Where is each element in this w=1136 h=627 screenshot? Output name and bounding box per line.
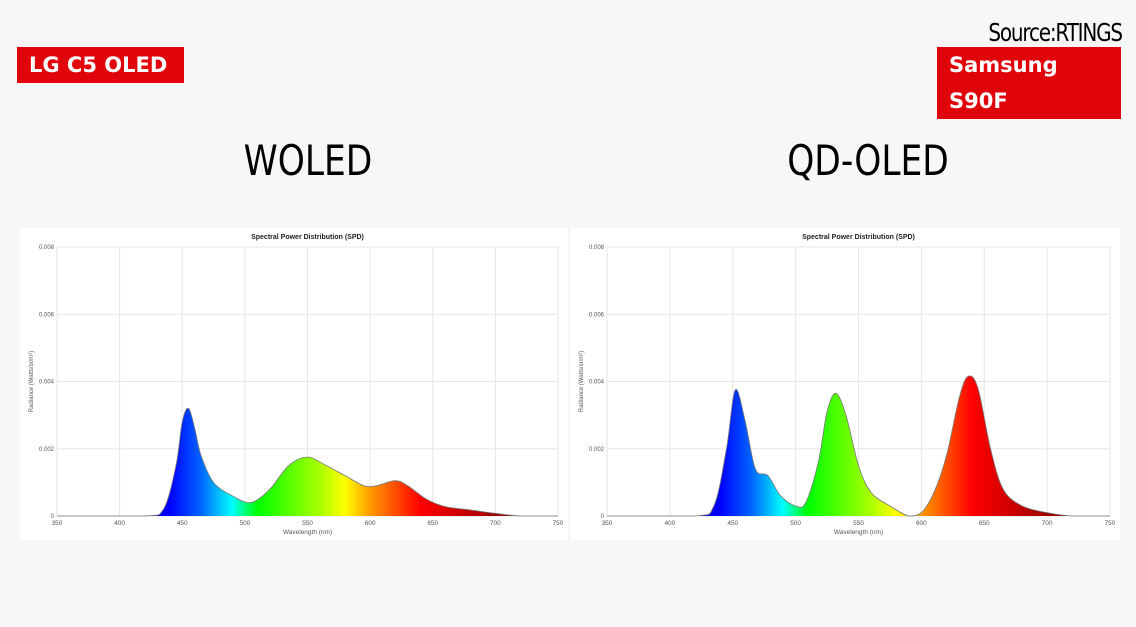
x-tick-label: 750	[1105, 520, 1116, 527]
y-tick-label: 0.004	[39, 380, 55, 386]
spd-area	[607, 375, 1110, 516]
spd-area	[57, 408, 558, 516]
y-tick-label: 0.006	[589, 312, 605, 318]
x-tick-label: 600	[365, 520, 376, 527]
y-tick-label: 0.008	[589, 245, 605, 251]
x-tick-label: 500	[790, 520, 801, 527]
spd-line	[607, 375, 1110, 517]
y-tick-label: 0	[51, 514, 55, 520]
y-axis-label: Radiance (Watts/sr/m²)	[29, 351, 35, 412]
lg-c5-oled-badge: LG C5 OLED	[17, 47, 184, 83]
x-tick-label: 650	[427, 520, 438, 527]
y-tick-label: 0	[601, 514, 605, 520]
x-tick-label: 700	[1042, 520, 1053, 527]
source-label: Source:RTINGS	[988, 18, 1123, 47]
qd-oled-spd-chart: 350 400 450 500 550 600 650 700 750 0 0.002 0.004 0.…	[570, 228, 1120, 540]
spd-chart-svg: 350 400 450 500 550 600 650 700 750 0 0.002 0.004 0.…	[579, 234, 1116, 536]
y-tick-label: 0.006	[39, 312, 55, 318]
x-tick-label: 400	[114, 520, 125, 527]
y-tick-label: 0.004	[589, 380, 605, 386]
x-axis-label: Wavelength (nm)	[283, 529, 332, 536]
samsung-s90f-badge: Samsung S90F	[937, 47, 1121, 119]
x-tick-label: 750	[553, 520, 564, 527]
chart-title: Spectral Power Distribution (SPD)	[251, 234, 364, 241]
woled-spd-chart: 350 400 450 500 550 600 650 700 750 0 0.002 0.004 0.…	[20, 228, 568, 540]
x-tick-label: 500	[239, 520, 250, 527]
x-tick-label: 550	[853, 520, 864, 527]
spd-line	[57, 407, 558, 517]
x-tick-label: 550	[302, 520, 313, 527]
woled-title: WOLED	[243, 136, 373, 185]
y-tick-label: 0.008	[39, 245, 55, 251]
y-tick-label: 0.002	[39, 447, 55, 453]
y-tick-label: 0.002	[589, 447, 605, 453]
qd-oled-title: QD-OLED	[787, 136, 949, 185]
x-tick-label: 650	[979, 520, 990, 527]
x-tick-label: 350	[602, 520, 613, 527]
spd-chart-svg: 350 400 450 500 550 600 650 700 750 0 0.002 0.004 0.…	[29, 234, 564, 536]
x-axis-label: Wavelength (nm)	[834, 529, 883, 536]
x-tick-label: 450	[727, 520, 738, 527]
x-tick-label: 400	[664, 520, 675, 527]
x-tick-label: 450	[177, 520, 188, 527]
chart-title: Spectral Power Distribution (SPD)	[802, 234, 915, 241]
x-tick-label: 350	[52, 520, 63, 527]
y-axis-label: Radiance (Watts/sr/m²)	[579, 351, 585, 412]
x-tick-label: 600	[916, 520, 927, 527]
x-tick-label: 700	[490, 520, 501, 527]
